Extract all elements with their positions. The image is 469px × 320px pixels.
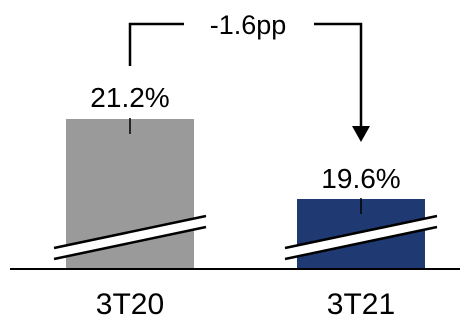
- delta-arrowhead: [352, 126, 370, 142]
- axis-break-stroke: [53, 214, 207, 250]
- category-label-3t21: 3T21: [327, 288, 395, 320]
- axis-break-3t20: [53, 214, 207, 261]
- category-label-3t20: 3T20: [96, 288, 164, 320]
- axis-break-3t21: [284, 214, 438, 261]
- axis-break-stroke: [284, 225, 438, 261]
- value-label-3t20: 21.2%: [90, 82, 169, 113]
- delta-bracket: [128, 22, 184, 66]
- axis-break-band: [285, 216, 437, 259]
- delta-label: -1.6pp: [210, 10, 287, 40]
- value-label-3t21: 19.6%: [321, 163, 400, 194]
- axis-break-band: [54, 216, 206, 259]
- delta-bracket-right: [314, 22, 363, 127]
- axis-break-stroke: [53, 225, 207, 261]
- axis-break-stroke: [284, 214, 438, 250]
